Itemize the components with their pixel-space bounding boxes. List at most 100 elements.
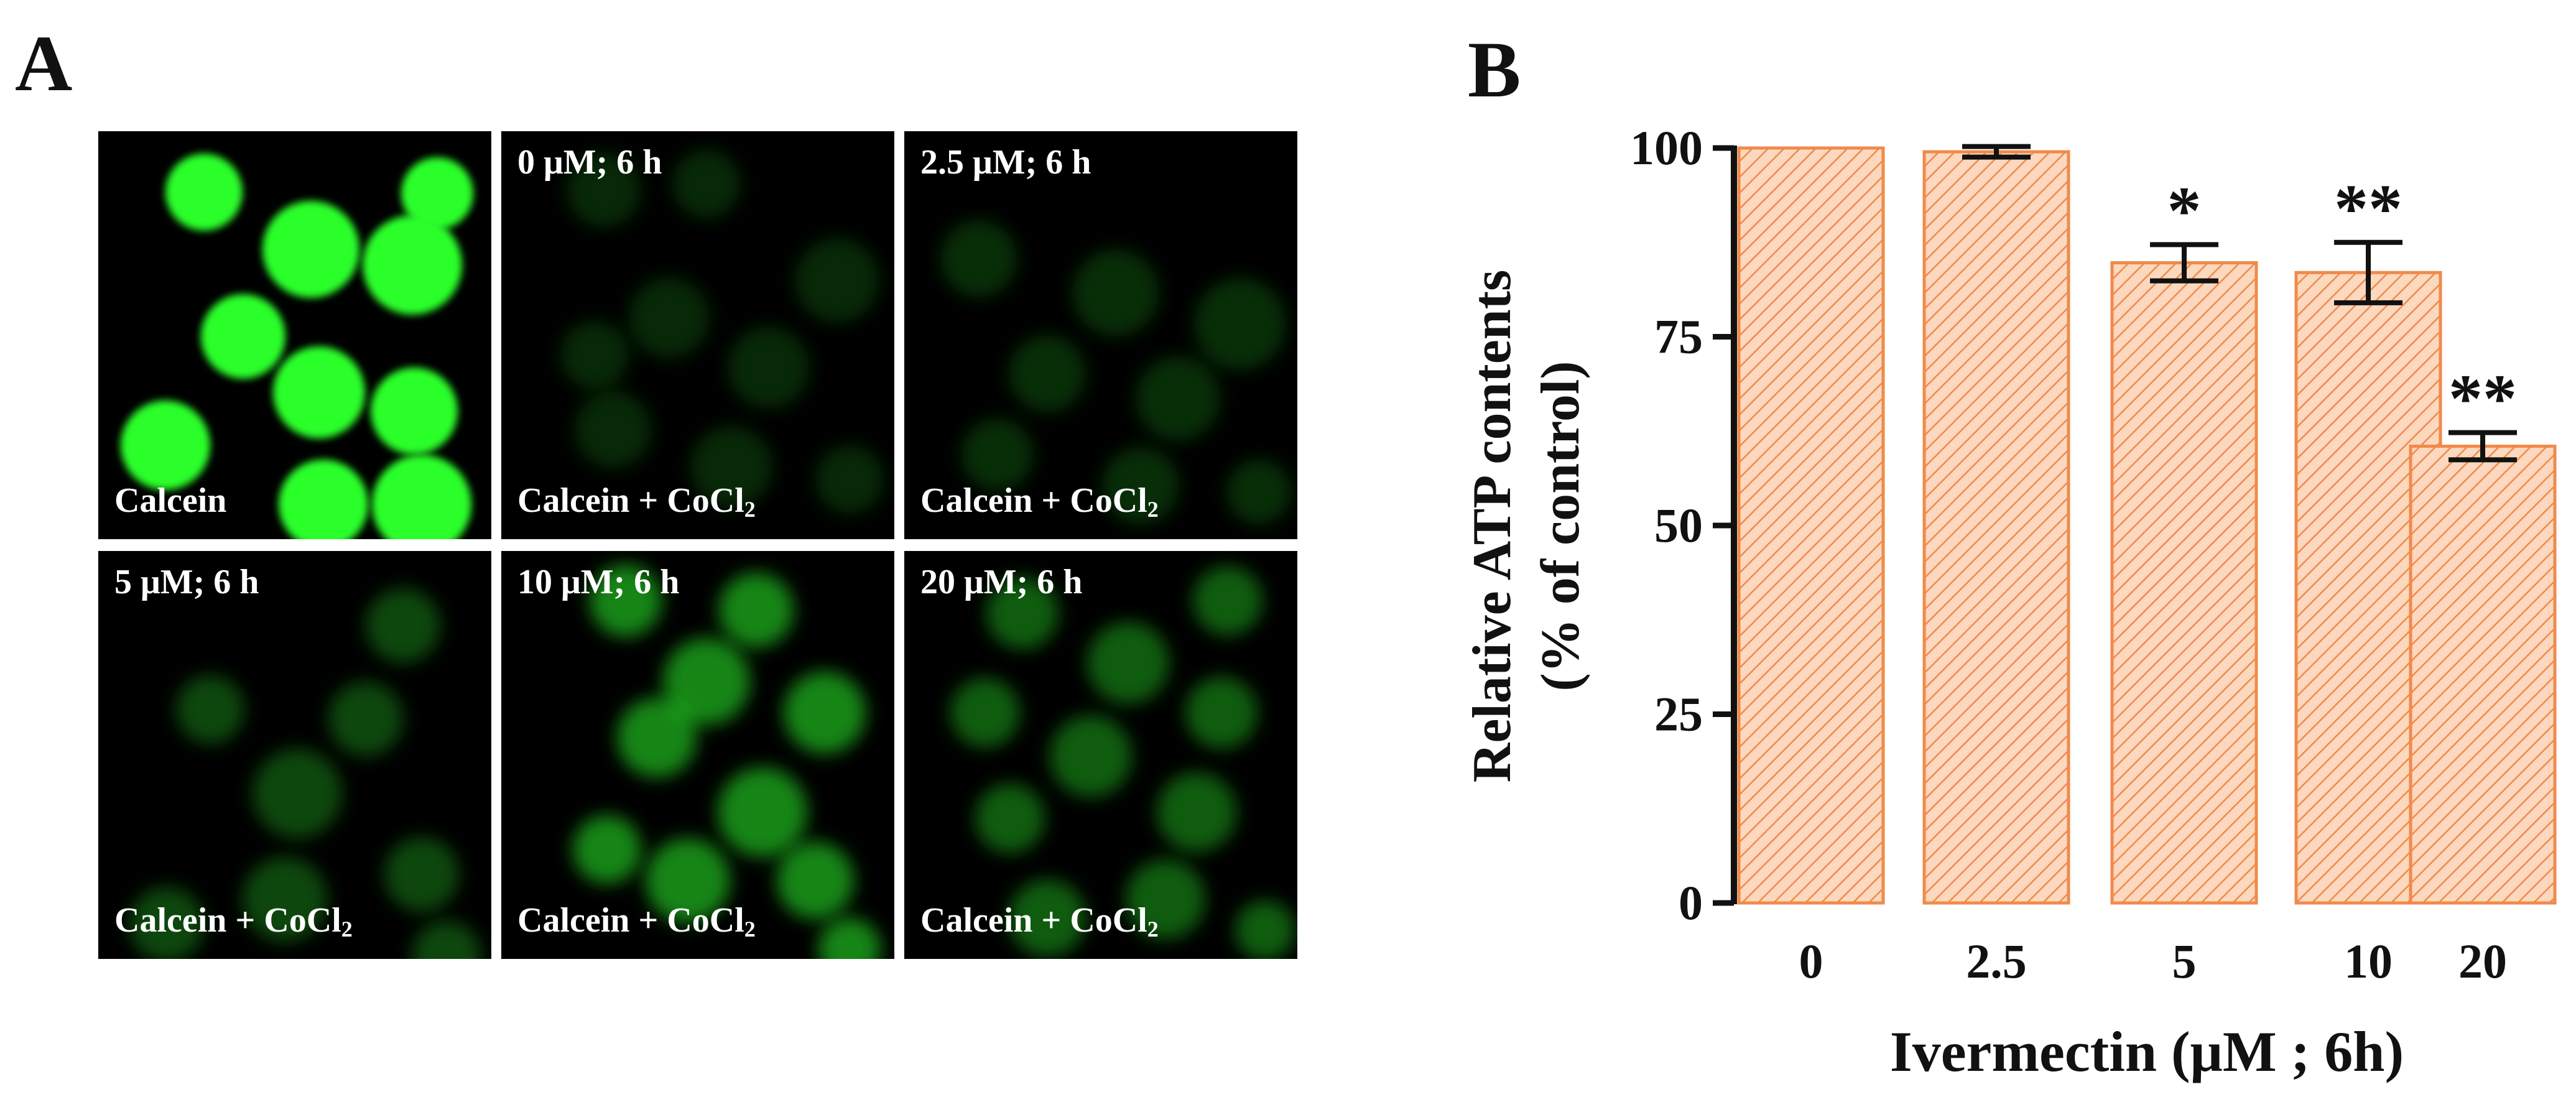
cell-blob	[728, 326, 810, 409]
cell-blob	[617, 698, 697, 777]
bar-0	[1737, 146, 1885, 905]
cell-blob	[384, 837, 459, 912]
tile-label: Calcein	[114, 481, 227, 520]
cell-blob	[253, 749, 342, 838]
cell-blob	[950, 678, 1020, 748]
bar-2.5	[1922, 150, 2070, 905]
cell-blob	[1185, 677, 1258, 749]
cell-blob	[1136, 356, 1220, 441]
tile-label: Calcein + CoCl2	[517, 901, 756, 942]
tile-condition: 5 μM; 6 h	[114, 563, 259, 601]
significance-marker: **	[2334, 170, 2402, 246]
cell-blob	[575, 391, 652, 468]
tile-condition: 2.5 μM; 6 h	[920, 143, 1091, 182]
cell-blob	[560, 321, 629, 389]
cell-blob	[328, 682, 403, 756]
cell-blob	[795, 238, 879, 323]
cell-layer	[129, 588, 481, 959]
cell-blob	[818, 918, 881, 959]
x-tick-label: 2.5	[1966, 934, 2027, 988]
micrograph-tile: 5 μM; 6 h Calcein + CoCl2	[98, 551, 491, 959]
panel-b-letter: B	[1468, 25, 1521, 114]
x-tick-label: 0	[1799, 934, 1823, 988]
cell-blob	[1194, 278, 1286, 370]
cell-layer	[573, 565, 881, 959]
tile-condition: 10 μM; 6 h	[517, 563, 680, 601]
cell-blob	[573, 815, 641, 884]
y-tick-label: 0	[1679, 876, 1703, 930]
cell-layer	[950, 566, 1295, 959]
micrograph-tile: 0 μM; 6 h Calcein + CoCl2	[501, 131, 894, 539]
cell-layer	[940, 220, 1291, 524]
cell-blob	[366, 588, 440, 663]
cell-blob	[201, 294, 285, 379]
cell-blob	[940, 220, 1017, 297]
y-axis-subtitle: (% of control)	[1531, 361, 1591, 691]
cell-blob	[176, 675, 244, 744]
x-tick-label: 20	[2458, 934, 2507, 988]
cell-blob	[1009, 879, 1086, 956]
cell-blob	[273, 346, 365, 438]
cell-blob	[401, 157, 473, 229]
cell-blob	[1126, 859, 1205, 939]
x-axis-title: Ivermectin (μM ; 6h)	[1890, 1020, 2404, 1083]
x-tick-label: 10	[2344, 934, 2393, 988]
tile-condition: 20 μM; 6 h	[920, 563, 1083, 601]
cell-blob	[719, 573, 794, 647]
cell-blob	[777, 842, 854, 919]
tile-condition: 0 μM; 6 h	[517, 143, 662, 182]
cell-blob	[663, 638, 750, 725]
cell-blob	[590, 565, 662, 637]
micrograph-tile: 10 μM; 6 h Calcein + CoCl2	[501, 551, 894, 959]
cell-blob	[1226, 460, 1291, 524]
y-tick-label: 50	[1654, 498, 1703, 552]
cell-blob	[815, 445, 884, 514]
cell-blob	[371, 368, 458, 455]
cell-blob	[279, 460, 368, 539]
cell-blob	[986, 577, 1059, 649]
tile-label: Calcein + CoCl2	[517, 481, 756, 522]
cell-blob	[1193, 566, 1263, 636]
cell-blob	[372, 455, 471, 539]
tile-label: Calcein + CoCl2	[920, 481, 1159, 522]
y-tick-label: 100	[1630, 121, 1703, 175]
cell-blob	[1087, 622, 1169, 704]
y-tick-label: 25	[1654, 687, 1703, 741]
significance-marker: *	[2167, 172, 2202, 248]
cell-blob	[129, 887, 204, 959]
cell-blob	[629, 277, 710, 358]
cell-layer	[121, 154, 473, 539]
cell-blob	[718, 767, 807, 857]
cell-blob	[1102, 447, 1179, 524]
cell-layer	[560, 150, 884, 514]
x-tick-label: 5	[2172, 934, 2197, 988]
bar-20	[2409, 445, 2557, 905]
cell-blob	[165, 154, 243, 231]
cell-blob	[646, 838, 730, 923]
y-tick-label: 75	[1654, 310, 1703, 364]
cell-blob	[262, 201, 359, 298]
cell-blob	[243, 857, 327, 942]
tile-label: Calcein + CoCl2	[114, 901, 353, 942]
cell-blob	[690, 426, 772, 508]
significance-marker: **	[2449, 361, 2517, 437]
micrograph-grid: Calcein 0 μM; 6 h Calcein + CoCl2 2.5 μM…	[98, 131, 1297, 959]
micrograph-tile: Calcein	[98, 131, 491, 539]
cell-blob	[672, 150, 741, 218]
cell-blob	[961, 419, 1034, 491]
cell-blob	[1235, 900, 1295, 959]
cell-blob	[1050, 715, 1132, 797]
tile-label: Calcein + CoCl2	[920, 901, 1159, 942]
cell-blob	[363, 215, 462, 315]
cell-blob	[1157, 772, 1236, 852]
cell-blob	[567, 153, 641, 228]
cell-blob	[412, 921, 481, 959]
micrograph-tile: 2.5 μM; 6 h Calcein + CoCl2	[904, 131, 1297, 539]
panel-a-letter: A	[15, 19, 73, 108]
cell-blob	[1072, 249, 1159, 336]
micrograph-tile: 20 μM; 6 h Calcein + CoCl2	[904, 551, 1297, 959]
cell-blob	[1009, 335, 1086, 412]
y-axis-title: Relative ATP contents	[1462, 270, 1522, 782]
cell-blob	[784, 672, 866, 754]
